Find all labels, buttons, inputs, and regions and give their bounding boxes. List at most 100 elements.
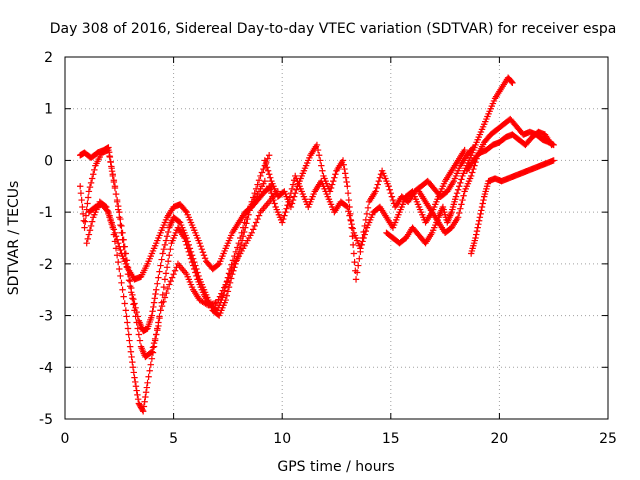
data-point — [116, 243, 123, 250]
data-point — [214, 261, 222, 268]
data-point — [454, 214, 462, 221]
x-tick-label: 25 — [599, 431, 617, 447]
data-point — [262, 160, 270, 168]
data-point — [155, 319, 162, 326]
data-point — [267, 174, 274, 181]
data-point — [216, 293, 224, 300]
data-point — [162, 270, 170, 277]
data-point — [121, 300, 128, 307]
data-point — [289, 196, 297, 204]
data-point — [183, 241, 190, 249]
data-point — [148, 312, 156, 319]
data-point — [224, 288, 232, 295]
data-point — [149, 308, 156, 315]
data-point — [472, 234, 479, 242]
data-point — [142, 393, 149, 401]
data-point — [226, 271, 234, 278]
data-point — [452, 193, 460, 200]
data-point — [125, 277, 133, 284]
data-point — [454, 186, 462, 193]
data-point — [115, 258, 122, 266]
data-point — [479, 200, 486, 207]
data-point — [374, 181, 381, 188]
data-point — [130, 301, 137, 308]
data-point — [164, 258, 172, 265]
data-point — [222, 281, 229, 288]
data-point — [133, 387, 140, 394]
data-point — [157, 307, 164, 314]
data-point — [343, 202, 350, 210]
data-point — [117, 221, 124, 229]
data-point — [161, 241, 169, 249]
data-point — [263, 164, 271, 171]
data-point — [218, 290, 225, 297]
data-point — [113, 236, 121, 243]
data-point — [118, 279, 125, 287]
data-point — [286, 194, 294, 201]
data-point — [148, 348, 156, 355]
axis-ticks — [64, 56, 609, 420]
data-point — [480, 196, 487, 204]
data-point — [473, 231, 480, 238]
data-point — [229, 257, 237, 264]
data-point — [476, 214, 484, 221]
data-point — [268, 189, 275, 197]
data-point — [128, 353, 135, 361]
data-point — [134, 395, 142, 403]
data-point — [223, 292, 231, 299]
data-point — [346, 212, 353, 219]
data-point — [327, 184, 335, 192]
data-point — [229, 264, 237, 271]
data-point — [189, 262, 197, 269]
data-point — [142, 389, 150, 396]
data-point — [151, 337, 159, 344]
data-point — [193, 272, 200, 280]
data-point — [87, 179, 95, 187]
data-point — [143, 384, 151, 391]
data-point — [157, 262, 164, 269]
data-point — [251, 222, 258, 230]
data-point — [386, 186, 393, 193]
data-point — [270, 196, 277, 204]
data-point — [109, 171, 116, 178]
data-point — [453, 189, 461, 197]
plot-frame — [64, 56, 609, 420]
data-point — [175, 218, 183, 225]
data-point — [349, 241, 357, 249]
data-point — [156, 268, 163, 275]
data-point — [107, 215, 114, 223]
data-point — [129, 364, 137, 371]
data-point — [125, 331, 132, 338]
data-series — [265, 146, 468, 252]
data-point — [364, 204, 372, 212]
data-point — [154, 325, 161, 332]
data-point — [126, 283, 134, 290]
data-point — [221, 284, 228, 291]
data-point — [345, 208, 352, 215]
data-point — [130, 369, 137, 376]
data-point — [225, 274, 232, 281]
data-point — [167, 246, 174, 253]
data-point — [478, 207, 485, 214]
data-point — [355, 262, 362, 269]
data-point — [79, 203, 86, 211]
data-point — [255, 177, 263, 184]
data-point — [293, 186, 300, 193]
data-point — [126, 337, 133, 344]
data-point — [132, 378, 139, 386]
data-point — [340, 161, 347, 168]
data-point — [457, 179, 464, 187]
data-point — [146, 367, 153, 374]
data-point — [372, 188, 379, 195]
data-point — [288, 200, 296, 207]
data-point — [228, 267, 235, 274]
data-point — [117, 246, 124, 254]
data-point — [107, 158, 114, 166]
data-point — [134, 391, 141, 399]
data-series — [467, 157, 557, 257]
data-point — [250, 226, 257, 233]
data-point — [288, 185, 296, 193]
data-point — [168, 274, 176, 281]
data-point — [166, 252, 173, 259]
